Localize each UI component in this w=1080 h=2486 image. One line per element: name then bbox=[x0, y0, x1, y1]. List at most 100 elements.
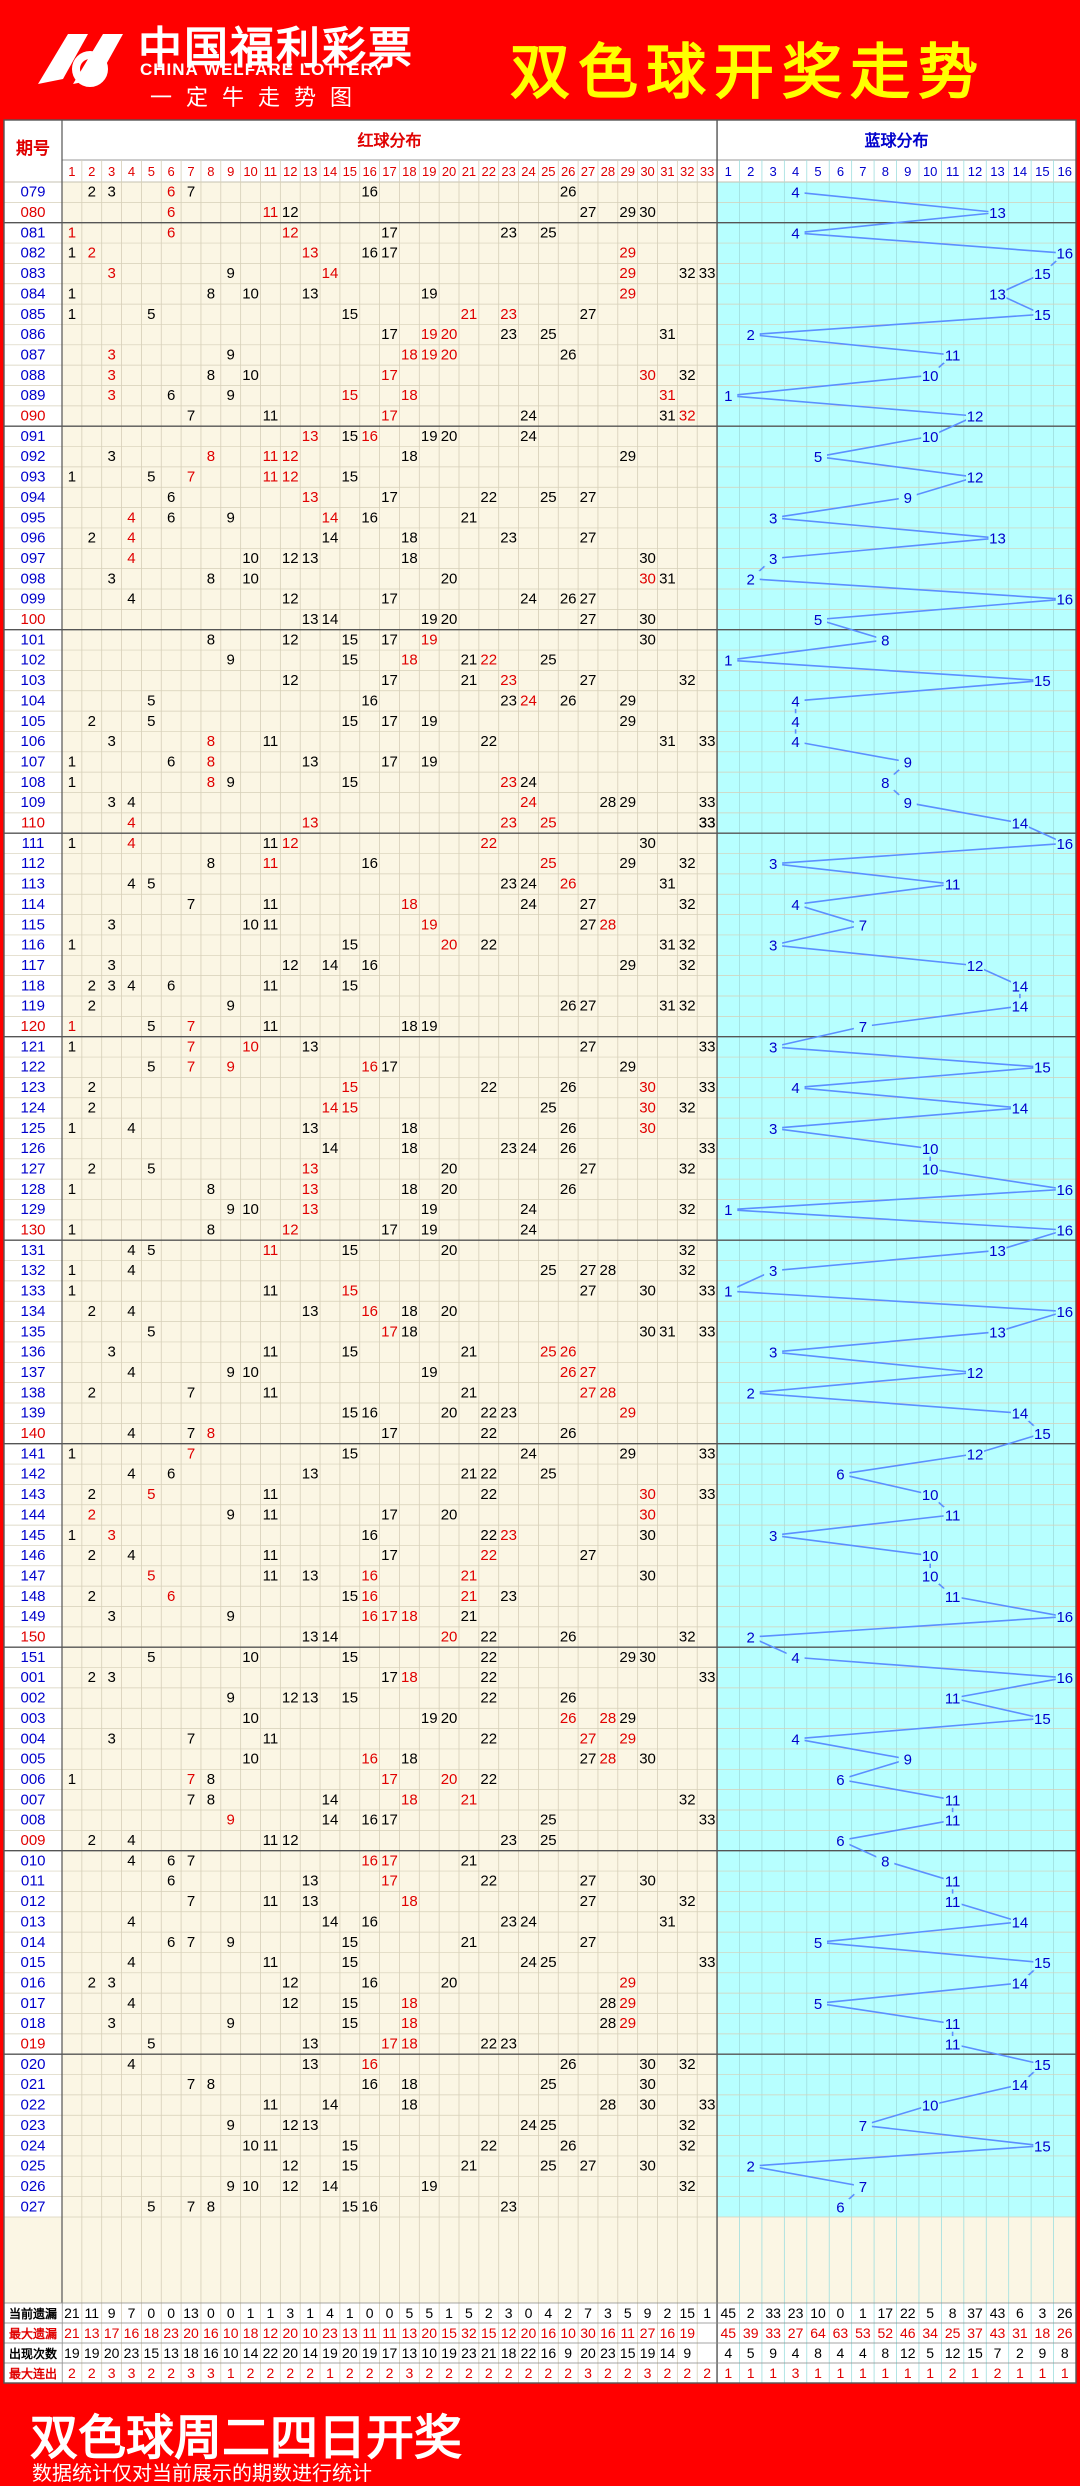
red-ball: 5 bbox=[147, 1018, 155, 1035]
red-area-header: 红球分布 bbox=[358, 131, 422, 150]
red-ball: 18 bbox=[401, 1608, 418, 1625]
stat-value: 7 bbox=[584, 2305, 592, 2321]
period-label: 124 bbox=[20, 1099, 45, 1116]
period-label: 012 bbox=[20, 1893, 45, 1910]
blue-ball-bg bbox=[809, 448, 828, 465]
red-ball: 2 bbox=[88, 1506, 96, 1523]
blue-ball: 5 bbox=[814, 1996, 822, 2013]
stat-value: 16 bbox=[541, 2325, 557, 2341]
red-ball: 31 bbox=[659, 1323, 676, 1340]
red-ball: 11 bbox=[263, 2137, 279, 2154]
blue-ball: 1 bbox=[724, 653, 732, 670]
red-ball: 26 bbox=[560, 692, 577, 709]
stat-value: 45 bbox=[720, 2325, 736, 2341]
red-ball: 25 bbox=[540, 489, 557, 506]
stat-value: 2 bbox=[664, 2305, 672, 2321]
stat-value: 2 bbox=[683, 2365, 691, 2381]
blue-ball: 3 bbox=[769, 1263, 777, 1280]
red-ball: 18 bbox=[401, 1791, 418, 1808]
red-ball: 24 bbox=[520, 1222, 537, 1239]
red-ball: 33 bbox=[699, 1954, 716, 1971]
red-ball: 32 bbox=[679, 855, 696, 872]
blue-ball-bg bbox=[988, 285, 1007, 302]
red-ball: 23 bbox=[500, 2198, 517, 2215]
red-ball: 15 bbox=[341, 631, 358, 648]
stat-value: 2 bbox=[949, 2365, 957, 2381]
blue-ball: 11 bbox=[945, 1507, 961, 1524]
red-ball: 26 bbox=[560, 2137, 577, 2154]
period-label: 023 bbox=[20, 2117, 45, 2134]
red-ball: 10 bbox=[242, 1038, 259, 1055]
red-ball: 33 bbox=[699, 1486, 716, 1503]
red-ball: 17 bbox=[381, 1771, 398, 1788]
blue-ball-bg bbox=[898, 753, 917, 770]
period-label: 129 bbox=[20, 1201, 45, 1218]
stat-value: 19 bbox=[441, 2345, 457, 2361]
red-ball: 4 bbox=[127, 794, 135, 811]
red-ball: 9 bbox=[227, 1201, 235, 1218]
red-ball: 27 bbox=[580, 1873, 597, 1890]
blue-ball-bg bbox=[1033, 2056, 1052, 2073]
stat-value: 1 bbox=[1038, 2365, 1046, 2381]
blue-ball-bg bbox=[786, 1079, 805, 1096]
red-ball: 17 bbox=[381, 1059, 398, 1076]
red-ball: 22 bbox=[480, 2137, 497, 2154]
stat-value: 2 bbox=[167, 2365, 175, 2381]
red-ball: 18 bbox=[401, 896, 418, 913]
blue-ball: 11 bbox=[945, 2037, 961, 2054]
red-ball: 24 bbox=[520, 1954, 537, 1971]
stat-value: 26 bbox=[1057, 2325, 1073, 2341]
red-ball: 10 bbox=[242, 285, 259, 302]
red-ball: 21 bbox=[461, 1934, 478, 1951]
stat-value: 3 bbox=[644, 2365, 652, 2381]
blue-ball-bg bbox=[719, 387, 738, 404]
period-label: 084 bbox=[20, 285, 45, 302]
red-ball: 14 bbox=[322, 1812, 339, 1829]
red-ball: 22 bbox=[480, 1730, 497, 1747]
red-column-label: 16 bbox=[362, 164, 376, 179]
red-ball: 21 bbox=[461, 1466, 478, 1483]
period-label: 113 bbox=[21, 876, 45, 893]
blue-ball-bg bbox=[809, 1995, 828, 2012]
stat-value: 2 bbox=[88, 2365, 96, 2381]
period-label: 118 bbox=[21, 977, 45, 994]
stat-value: 18 bbox=[243, 2325, 259, 2341]
red-column-label: 17 bbox=[382, 164, 396, 179]
red-ball: 15 bbox=[341, 1099, 358, 1116]
blue-ball: 10 bbox=[922, 429, 939, 446]
red-ball: 18 bbox=[401, 550, 418, 567]
stat-value: 1 bbox=[445, 2305, 453, 2321]
stat-value: 5 bbox=[926, 2345, 934, 2361]
stat-value: 3 bbox=[187, 2365, 195, 2381]
period-label: 090 bbox=[20, 408, 45, 425]
stat-value: 5 bbox=[425, 2305, 433, 2321]
period-label: 150 bbox=[20, 1629, 45, 1646]
red-ball: 5 bbox=[147, 306, 155, 323]
red-ball: 4 bbox=[127, 1303, 135, 1320]
stat-value: 1 bbox=[747, 2365, 755, 2381]
red-ball: 5 bbox=[147, 1160, 155, 1177]
period-label: 003 bbox=[20, 1710, 45, 1727]
blue-ball: 13 bbox=[989, 1243, 1006, 1260]
red-ball: 16 bbox=[361, 245, 378, 262]
blue-ball-bg bbox=[1010, 1974, 1029, 1991]
blue-ball: 5 bbox=[814, 1935, 822, 1952]
red-ball: 24 bbox=[520, 1201, 537, 1218]
stat-value: 2 bbox=[747, 2305, 755, 2321]
period-label: 140 bbox=[20, 1425, 45, 1442]
period-label: 119 bbox=[21, 998, 45, 1015]
red-ball: 15 bbox=[341, 1995, 358, 2012]
period-label: 093 bbox=[20, 469, 45, 486]
stat-value: 1 bbox=[1061, 2365, 1069, 2381]
period-header: 期号 bbox=[16, 139, 50, 158]
blue-ball: 12 bbox=[967, 1365, 984, 1382]
red-ball: 24 bbox=[520, 2117, 537, 2134]
period-label: 080 bbox=[20, 204, 45, 221]
red-ball: 15 bbox=[341, 1344, 358, 1361]
red-ball: 6 bbox=[167, 224, 175, 241]
stat-value: 7 bbox=[128, 2305, 136, 2321]
stat-value: 1 bbox=[859, 2365, 867, 2381]
red-ball: 27 bbox=[580, 1547, 597, 1564]
red-ball: 33 bbox=[699, 1283, 716, 1300]
red-ball: 20 bbox=[441, 346, 458, 363]
